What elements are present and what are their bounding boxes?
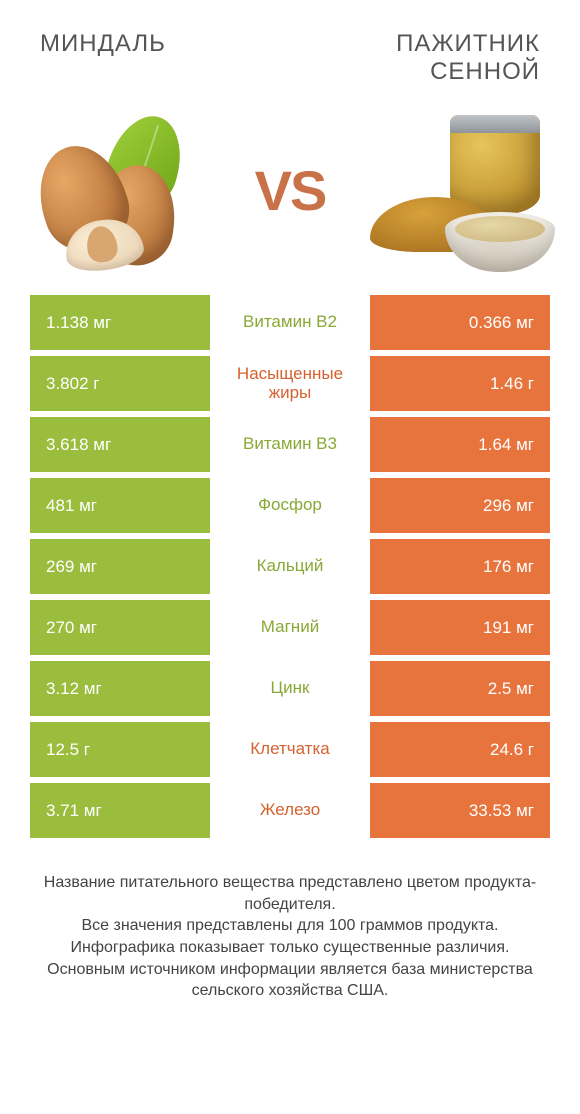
- value-right: 1.46 г: [370, 356, 550, 411]
- value-right: 0.366 мг: [370, 295, 550, 350]
- nutrient-label: Клетчатка: [210, 722, 370, 777]
- powder-bowl-icon: [445, 212, 555, 272]
- table-row: 3.802 гНасыщенные жиры1.46 г: [30, 356, 550, 411]
- value-left: 269 мг: [30, 539, 210, 594]
- nutrient-label: Витамин B2: [210, 295, 370, 350]
- hero-row: VS: [0, 95, 580, 295]
- value-right: 1.64 мг: [370, 417, 550, 472]
- value-left: 3.12 мг: [30, 661, 210, 716]
- nutrient-label: Фосфор: [210, 478, 370, 533]
- table-row: 3.71 мгЖелезо33.53 мг: [30, 783, 550, 838]
- table-row: 1.138 мгВитамин B20.366 мг: [30, 295, 550, 350]
- product-left-title: МИНДАЛЬ: [40, 30, 166, 58]
- value-left: 270 мг: [30, 600, 210, 655]
- nutrient-label: Цинк: [210, 661, 370, 716]
- nutrient-label: Магний: [210, 600, 370, 655]
- value-right: 176 мг: [370, 539, 550, 594]
- comparison-table: 1.138 мгВитамин B20.366 мг 3.802 гНасыщен…: [0, 295, 580, 838]
- value-right: 191 мг: [370, 600, 550, 655]
- value-left: 3.802 г: [30, 356, 210, 411]
- value-left: 481 мг: [30, 478, 210, 533]
- vs-label: VS: [255, 158, 326, 223]
- value-right: 33.53 мг: [370, 783, 550, 838]
- value-right: 24.6 г: [370, 722, 550, 777]
- value-left: 3.71 мг: [30, 783, 210, 838]
- nutrient-label: Кальций: [210, 539, 370, 594]
- value-right: 2.5 мг: [370, 661, 550, 716]
- value-left: 3.618 мг: [30, 417, 210, 472]
- value-left: 12.5 г: [30, 722, 210, 777]
- table-row: 12.5 гКлетчатка24.6 г: [30, 722, 550, 777]
- nutrient-label: Железо: [210, 783, 370, 838]
- table-row: 3.12 мгЦинк2.5 мг: [30, 661, 550, 716]
- table-row: 3.618 мгВитамин B31.64 мг: [30, 417, 550, 472]
- footer-note: Название питательного вещества представл…: [0, 844, 580, 1002]
- table-row: 269 мгКальций176 мг: [30, 539, 550, 594]
- product-left-image: [30, 110, 210, 270]
- table-row: 481 мгФосфор296 мг: [30, 478, 550, 533]
- value-right: 296 мг: [370, 478, 550, 533]
- product-right-title: ПАЖИТНИК СЕННОЙ: [396, 30, 540, 85]
- nutrient-label: Насыщенные жиры: [210, 356, 370, 411]
- product-right-image: [370, 110, 550, 270]
- header: МИНДАЛЬ ПАЖИТНИК СЕННОЙ: [0, 0, 580, 95]
- value-left: 1.138 мг: [30, 295, 210, 350]
- nutrient-label: Витамин B3: [210, 417, 370, 472]
- table-row: 270 мгМагний191 мг: [30, 600, 550, 655]
